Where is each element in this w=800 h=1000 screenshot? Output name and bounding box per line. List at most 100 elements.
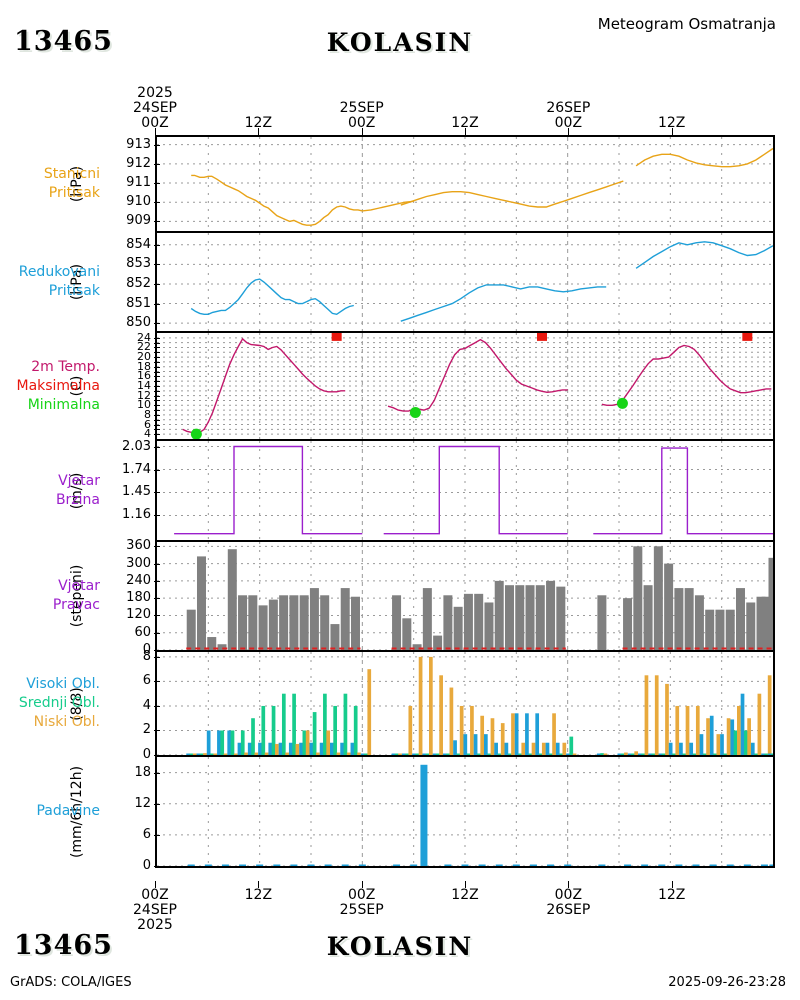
cloud-bar-low	[326, 730, 331, 755]
time-tick-label: 12Z	[657, 887, 686, 903]
legend-label: Brzina	[55, 491, 100, 508]
y-tick-mark	[154, 492, 160, 494]
legend-station-pressure: Stanicni Pritisak	[0, 165, 104, 203]
cloud-bar-low	[429, 656, 433, 755]
y-tick-mark	[154, 183, 160, 185]
cloud-bar-mid	[189, 753, 194, 755]
cloud-bar-low	[336, 752, 341, 755]
y-tick-label: 60	[134, 624, 151, 640]
y-tick-mark	[154, 834, 160, 836]
y-tick-label: 4	[142, 697, 151, 713]
cloud-bar-high	[648, 753, 652, 755]
bar	[330, 624, 340, 650]
cloud-bar-high	[627, 753, 632, 755]
cloud-bar-mid	[220, 730, 225, 755]
bar	[207, 637, 217, 650]
cloud-bar-high	[668, 742, 673, 755]
bar	[529, 864, 537, 866]
station-id-bottom: 13465	[14, 930, 113, 961]
cloud-bar-mid	[702, 753, 707, 755]
cloud-bar-mid	[661, 753, 666, 755]
cloud-bar-mid	[333, 705, 338, 755]
bar	[761, 596, 771, 650]
cloud-bar-low	[695, 705, 700, 755]
legend-label: Srednji Obl.	[18, 695, 100, 711]
time-tick-label: 25SEP 00Z	[339, 100, 384, 131]
cloud-bar-high	[422, 753, 427, 755]
y-tick-label: 12	[134, 795, 151, 811]
bar	[227, 549, 237, 650]
y-tick-label: 22	[137, 340, 151, 354]
cloud-bar-high	[360, 753, 365, 755]
bar	[307, 864, 315, 866]
cloud-bar-high	[206, 730, 211, 755]
y-tick-label: 852	[126, 275, 151, 291]
bar	[653, 546, 663, 650]
y-tick-mark	[154, 866, 160, 867]
time-tick-label: 12Z	[244, 115, 273, 131]
cloud-bar-mid	[764, 753, 769, 755]
y-tick-label: 0	[142, 858, 151, 873]
bar	[279, 595, 289, 650]
cloud-bar-high	[196, 753, 201, 755]
cloud-bar-low	[603, 753, 608, 755]
cloud-bar-high	[484, 734, 488, 755]
y-tick-label: 16	[137, 369, 151, 383]
time-tick-label: 12Z	[657, 115, 686, 131]
cloud-bar-high	[699, 734, 704, 755]
cloud-bar-mid	[261, 705, 266, 755]
time-tick-mark	[465, 128, 466, 135]
bar	[684, 588, 694, 650]
y-tick-mark	[154, 419, 160, 421]
time-tick-label: 12Z	[244, 887, 273, 903]
cloud-bar-high	[350, 742, 355, 755]
time-tick-mark	[361, 881, 363, 888]
cloud-bar-mid	[312, 712, 317, 755]
bar	[692, 864, 700, 866]
time-tick-mark	[155, 128, 156, 135]
temp-max-marker	[537, 333, 547, 341]
y-tick-label: 1.74	[122, 461, 151, 477]
y-axis-wind-direction: 360 300 240 180 120 60 0	[105, 539, 160, 656]
legend-temperature: 2m Temp. Maksimalna Minimalna	[0, 358, 104, 415]
y-tick-label: 913	[126, 136, 151, 152]
cloud-bar-low	[439, 675, 443, 755]
y-tick-label: 850	[126, 315, 151, 331]
y-tick-mark	[154, 352, 160, 354]
cloud-bar-high	[401, 753, 406, 755]
y-tick-mark	[154, 681, 160, 683]
bar	[715, 609, 725, 650]
y-tick-label: 18	[134, 764, 151, 780]
cloud-bar-low	[634, 751, 639, 755]
legend-reduced-pressure: Redukovani Pritisak	[0, 263, 104, 301]
time-tick-label: 00Z 25SEP	[339, 887, 384, 918]
y-tick-mark	[154, 163, 160, 165]
bar	[350, 596, 360, 650]
cloud-bar-mid	[364, 753, 368, 755]
y-tick-label: 912	[126, 155, 151, 171]
cloud-bar-low	[398, 753, 402, 755]
cloud-bar-high	[709, 715, 714, 755]
y-tick-label: 2	[142, 722, 151, 738]
cloud-bar-low	[346, 752, 351, 755]
bar	[221, 864, 229, 866]
bar	[217, 644, 227, 650]
y-tick-mark	[154, 424, 160, 426]
series-line	[635, 241, 773, 269]
panel-wind-speed	[155, 439, 775, 542]
meteogram-plot: 913 912 911 910 909 854 853 852 851 850 24 22 20 18 16…	[122, 135, 775, 880]
temp-min-marker	[616, 397, 628, 409]
y-tick-mark	[154, 264, 160, 266]
series-line	[400, 284, 607, 322]
cloud-bar-low	[706, 718, 710, 755]
legend-clouds: Visoki Obl. Srednji Obl. Niski Obl.	[0, 675, 104, 732]
meteogram-caption: Meteogram Osmatranja	[597, 15, 776, 33]
cloud-bar-low	[562, 742, 567, 755]
cloud-bar-high	[679, 742, 683, 755]
bar	[420, 764, 428, 866]
time-tick-label: 00Z 26SEP	[546, 887, 591, 918]
cloud-bar-low	[541, 742, 546, 755]
cloud-bar-low	[470, 705, 474, 755]
bar	[258, 605, 268, 650]
bar	[515, 585, 525, 650]
